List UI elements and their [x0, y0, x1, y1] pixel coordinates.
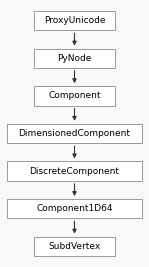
FancyBboxPatch shape [7, 161, 142, 181]
FancyBboxPatch shape [34, 11, 115, 30]
FancyBboxPatch shape [34, 237, 115, 256]
Text: DimensionedComponent: DimensionedComponent [18, 129, 131, 138]
Text: Component: Component [48, 91, 101, 100]
Text: ProxyUnicode: ProxyUnicode [44, 16, 105, 25]
FancyBboxPatch shape [7, 124, 142, 143]
Text: DiscreteComponent: DiscreteComponent [30, 167, 119, 176]
Text: Component1D64: Component1D64 [36, 204, 113, 213]
FancyBboxPatch shape [34, 49, 115, 68]
FancyBboxPatch shape [34, 86, 115, 106]
FancyBboxPatch shape [7, 199, 142, 218]
Text: PyNode: PyNode [57, 54, 92, 63]
Text: SubdVertex: SubdVertex [48, 242, 101, 251]
